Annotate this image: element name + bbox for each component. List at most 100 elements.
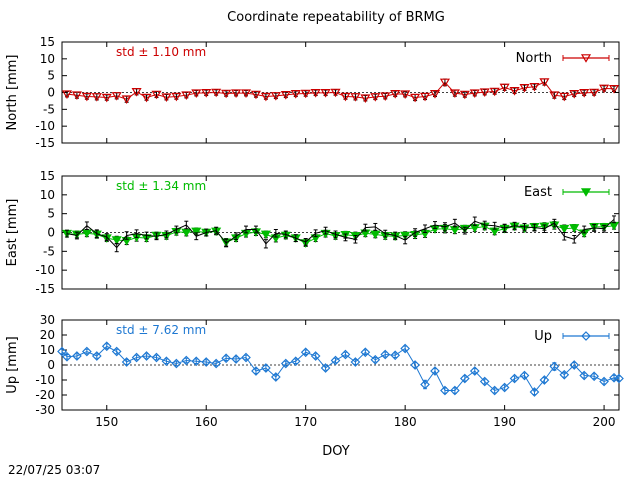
data-point — [419, 92, 431, 102]
data-point — [380, 92, 391, 101]
panels: -15 -10 -5 0 5 10 15 North [mm] std ± 1.10 mm Nor… — [5, 35, 624, 429]
data-point — [280, 91, 291, 100]
data-point — [390, 90, 401, 99]
data-point — [81, 92, 92, 102]
y-tick-label: 0 — [47, 358, 55, 372]
data-point — [370, 354, 381, 365]
data-point — [201, 89, 212, 98]
data-point — [549, 91, 560, 100]
data-point — [450, 385, 460, 396]
data-point — [529, 82, 540, 92]
data-point — [439, 78, 450, 88]
chart-title: Coordinate repeatability of BRMG — [227, 10, 445, 25]
data-point — [191, 227, 202, 237]
data-point — [410, 93, 421, 103]
series-north-0 — [61, 78, 620, 105]
data-point — [380, 349, 391, 360]
data-point — [191, 356, 202, 367]
y-tick-label: -20 — [35, 388, 55, 402]
data-point — [420, 379, 430, 390]
y-tick-label: -5 — [43, 102, 55, 116]
y-tick-label: 30 — [40, 313, 55, 327]
data-point — [211, 88, 222, 98]
data-point — [221, 353, 231, 364]
data-point — [310, 89, 321, 98]
data-point — [580, 188, 592, 197]
data-point — [440, 385, 450, 396]
data-point — [270, 92, 281, 101]
y-tick-label: 5 — [47, 207, 55, 221]
data-point — [260, 92, 271, 102]
std-label: std ± 1.34 mm — [116, 179, 206, 193]
data-point — [529, 387, 540, 397]
data-point — [430, 366, 440, 376]
y-tick-label: -10 — [35, 263, 55, 277]
data-point — [250, 90, 262, 100]
data-point — [161, 356, 172, 367]
data-point — [569, 90, 580, 99]
data-point — [131, 352, 142, 363]
data-point — [519, 370, 530, 381]
data-point — [141, 351, 152, 361]
y-tick-label: 5 — [47, 69, 55, 83]
data-point — [499, 83, 510, 93]
y-tick-label: 20 — [40, 328, 55, 342]
data-point — [400, 90, 411, 99]
data-point — [270, 372, 281, 382]
data-point — [241, 352, 251, 363]
data-point — [589, 371, 599, 382]
data-point — [340, 349, 351, 360]
data-point — [71, 91, 82, 100]
std-label: std ± 7.62 mm — [116, 323, 206, 337]
data-point — [260, 230, 271, 240]
legend-label: Up — [534, 329, 552, 344]
data-point — [519, 83, 530, 93]
data-point — [340, 92, 351, 102]
x-tick-label: 180 — [394, 415, 417, 429]
series-up-0 — [57, 341, 624, 397]
x-tick-label: 170 — [294, 415, 317, 429]
data-point — [400, 343, 411, 354]
y-tick-label: 10 — [40, 52, 55, 66]
data-point — [101, 341, 112, 352]
x-tick-label: 160 — [195, 415, 218, 429]
data-point — [599, 84, 610, 94]
y-tick-label: -15 — [35, 282, 55, 296]
data-point — [251, 366, 261, 376]
data-point — [151, 90, 162, 100]
data-point — [320, 89, 331, 98]
data-point — [111, 236, 122, 245]
data-point — [81, 229, 92, 239]
data-point — [181, 228, 192, 238]
series-line — [66, 224, 615, 244]
data-point — [121, 95, 132, 105]
data-point — [569, 224, 580, 233]
data-point — [559, 224, 570, 234]
data-point — [111, 92, 122, 101]
data-point — [410, 360, 420, 370]
series-east-1 — [64, 215, 617, 253]
data-point — [181, 91, 192, 100]
data-point — [608, 84, 620, 94]
data-point — [201, 357, 212, 367]
data-point — [91, 93, 102, 102]
data-point — [310, 351, 321, 361]
data-point — [559, 369, 570, 380]
data-point — [161, 93, 172, 102]
data-point — [499, 382, 510, 393]
legend-label: East — [524, 185, 552, 200]
data-point — [579, 370, 590, 381]
data-point — [57, 346, 67, 357]
data-point — [300, 89, 311, 99]
data-point — [221, 89, 232, 99]
panel-east: -15 -10 -5 0 5 10 15 East [mm] std ± 1.34 mm East — [5, 169, 620, 296]
data-point — [261, 363, 271, 373]
panel-north: -15 -10 -5 0 5 10 15 North [mm] std ± 1.10 mm Nor… — [5, 35, 620, 150]
data-point — [330, 88, 341, 98]
data-point — [579, 89, 590, 98]
data-point — [459, 90, 470, 100]
data-point — [280, 358, 291, 369]
data-point — [459, 373, 470, 384]
data-point — [290, 90, 301, 99]
